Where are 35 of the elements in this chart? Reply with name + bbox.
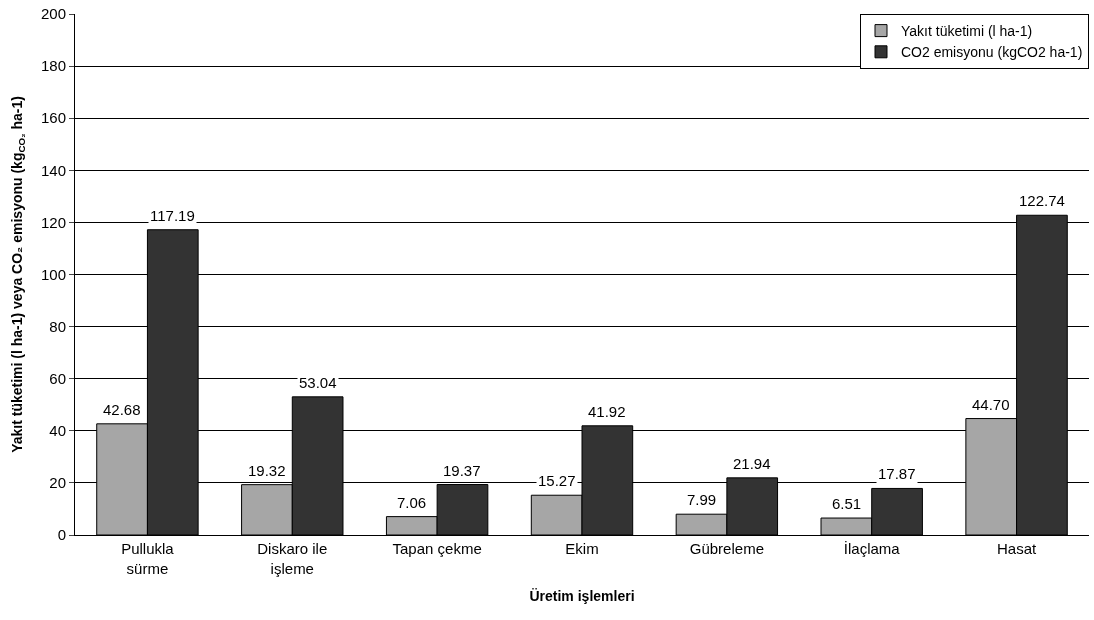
data-label: 7.99	[687, 491, 717, 508]
x-tick-label: Pullukla sürme	[121, 540, 175, 577]
y-tick-label: 40	[49, 422, 66, 440]
x-tick-label: İlaçlama	[843, 540, 901, 557]
data-label: 44.70	[972, 396, 1010, 413]
data-label: 19.32	[248, 462, 286, 479]
data-label: 21.94	[733, 455, 771, 472]
data-label: 117.19	[150, 207, 195, 224]
y-tick-label: 120	[40, 213, 66, 231]
x-tick-label: Tapan çekme	[392, 540, 482, 557]
data-label: 17.87	[878, 465, 916, 482]
data-label: 15.27	[538, 472, 576, 489]
x-axis-title: Üretim işlemleri	[529, 587, 635, 604]
y-tick-label: 140	[40, 161, 66, 179]
data-label: 6.51	[832, 495, 862, 512]
y-tick-label: 100	[40, 265, 66, 283]
y-tick-label: 20	[49, 474, 66, 492]
x-tick-label: Ekim	[565, 540, 599, 557]
data-label: 53.04	[299, 374, 337, 391]
y-tick-label: 160	[40, 109, 66, 127]
legend-label: Yakıt tüketimi (l ha-1)	[901, 23, 1033, 40]
data-label: 122.74	[1019, 192, 1065, 209]
x-tick-label: Hasat	[996, 540, 1037, 557]
legend-label: CO2 emisyonu (kgCO2 ha-1)	[901, 44, 1083, 61]
data-label: 42.68	[103, 401, 141, 418]
y-tick-label: 60	[49, 369, 66, 387]
data-label: 41.92	[588, 403, 626, 420]
y-tick-label: 0	[57, 526, 66, 544]
y-tick-label: 200	[40, 5, 66, 23]
data-label: 19.37	[443, 462, 481, 479]
y-tick-label: 180	[40, 57, 66, 75]
x-tick-label: Diskaro ile işleme	[257, 540, 328, 577]
y-tick-label: 80	[49, 317, 66, 335]
x-tick-label: Gübreleme	[689, 540, 764, 557]
data-label: 7.06	[397, 494, 427, 511]
